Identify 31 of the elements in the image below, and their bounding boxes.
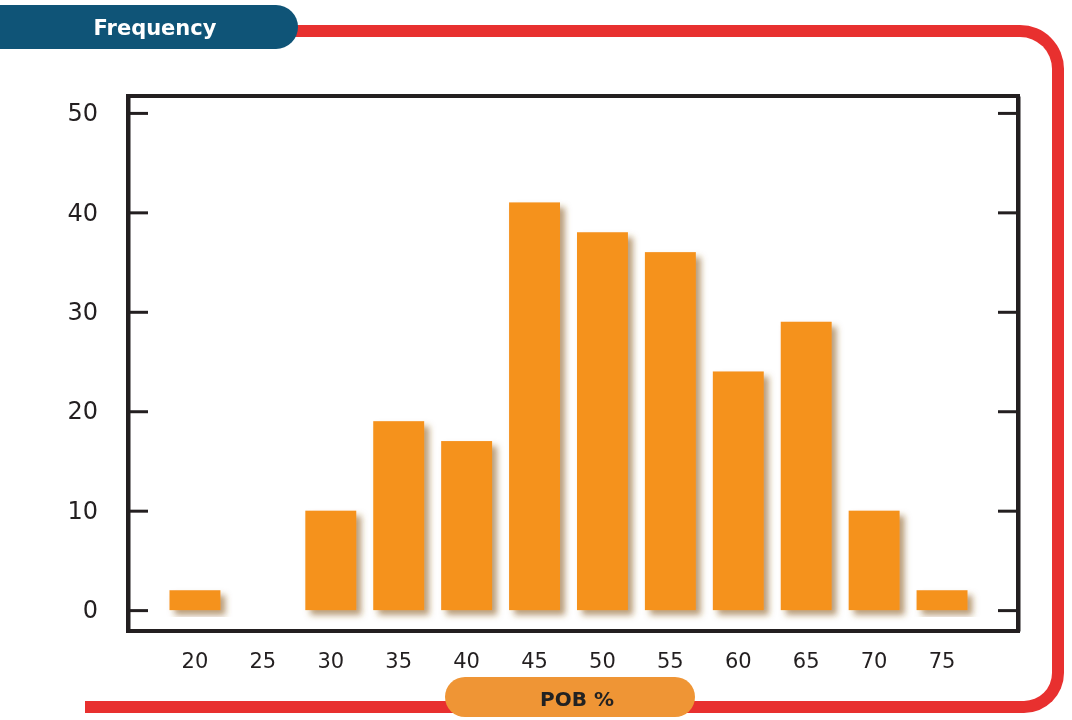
bar — [441, 441, 493, 611]
y-axis-title: Frequency — [93, 16, 217, 40]
x-tick-label: 40 — [453, 649, 480, 673]
x-tick-label: 70 — [860, 649, 888, 673]
bar — [848, 510, 900, 611]
bar — [712, 371, 764, 611]
x-tick-label: 75 — [928, 649, 956, 673]
x-axis-title: POB % — [540, 687, 614, 711]
x-tick-label: 30 — [317, 649, 345, 673]
bar — [373, 421, 425, 611]
x-tick-label: 25 — [249, 649, 277, 673]
bar — [169, 590, 221, 611]
bar — [780, 321, 832, 611]
x-tick-label: 55 — [657, 649, 684, 673]
y-tick-label: 30 — [67, 297, 98, 326]
x-tick-label: 35 — [385, 649, 413, 673]
y-tick-label: 0 — [82, 596, 98, 625]
x-tick-label: 65 — [792, 649, 820, 673]
y-tick-label: 20 — [67, 397, 98, 426]
bar — [916, 590, 968, 611]
bar — [576, 232, 628, 611]
y-tick-label: 10 — [67, 496, 98, 525]
x-tick-label: 60 — [724, 649, 752, 673]
y-tick-label: 50 — [67, 99, 98, 128]
y-tick-label: 40 — [67, 198, 98, 227]
x-tick-label: 20 — [181, 649, 209, 673]
x-tick-label: 45 — [521, 649, 548, 673]
bar — [509, 202, 561, 611]
bar — [644, 252, 696, 611]
x-tick-label: 50 — [589, 649, 616, 673]
bar — [305, 510, 357, 611]
